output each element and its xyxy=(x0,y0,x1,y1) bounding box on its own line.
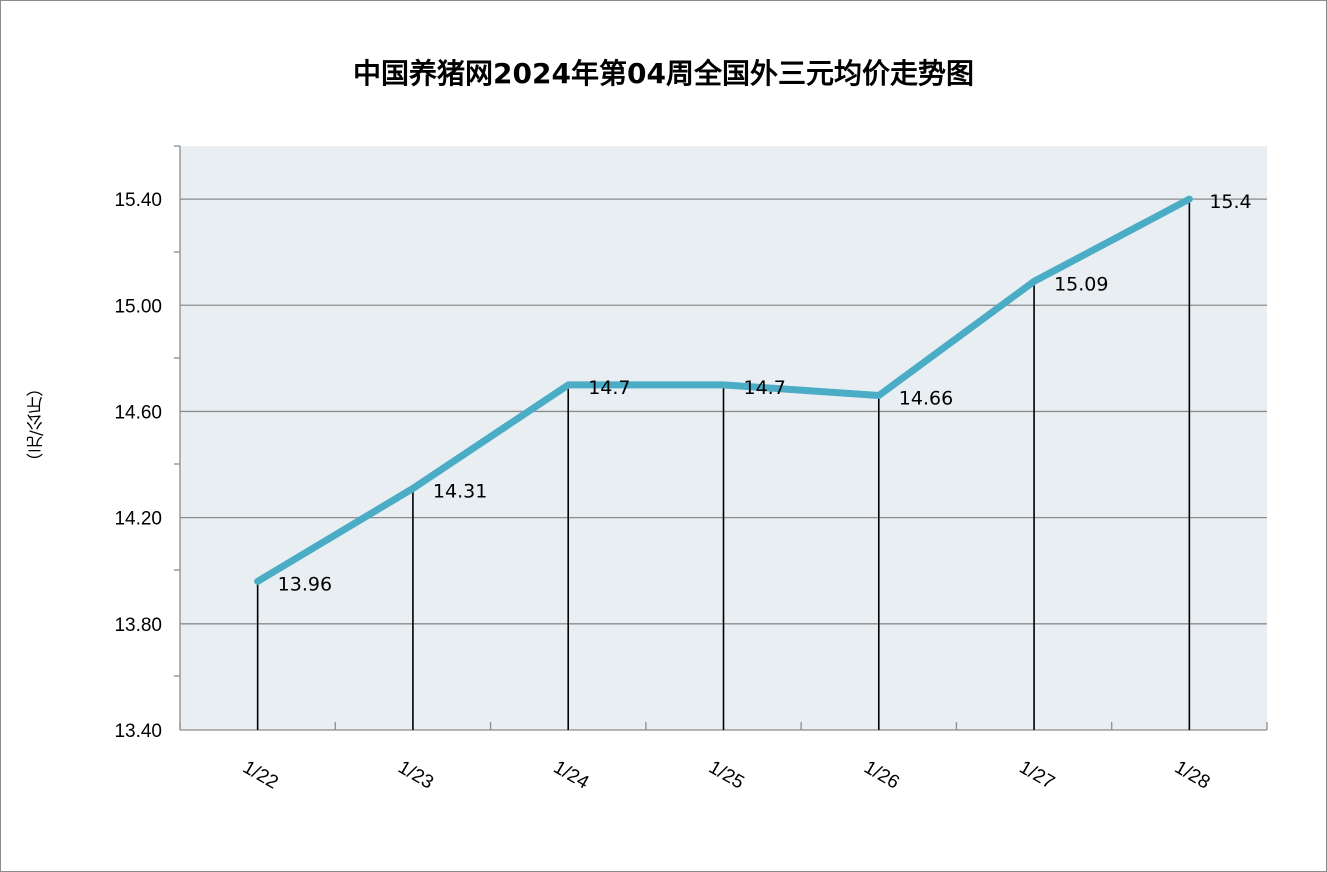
y-tick-label: 14.20 xyxy=(114,509,162,530)
data-label: 14.66 xyxy=(899,388,953,410)
chart-title: 中国养猪网2024年第04周全国外三元均价走势图 xyxy=(353,57,974,90)
x-tick-label: 1/28 xyxy=(1171,757,1214,794)
series-line xyxy=(254,195,1193,585)
x-tick-label: 1/25 xyxy=(705,757,748,794)
y-tick-label: 13.40 xyxy=(114,721,162,742)
x-tick-label: 1/24 xyxy=(550,757,593,794)
x-tick-labels: 1/22 1/23 1/24 1/25 1/26 1/27 1/28 xyxy=(239,757,1213,794)
drop-lines xyxy=(256,199,1191,730)
data-label: 14.7 xyxy=(588,377,630,399)
data-label: 13.96 xyxy=(278,573,332,595)
data-label: 14.7 xyxy=(744,377,786,399)
y-tick-label: 13.80 xyxy=(114,615,162,636)
x-tick-label: 1/22 xyxy=(239,757,282,794)
x-tick-label: 1/26 xyxy=(860,757,903,794)
y-tick-label: 15.40 xyxy=(114,190,162,211)
data-labels: 13.96 14.31 14.7 14.7 14.66 15.09 15.4 xyxy=(278,191,1252,595)
y-tick-labels: 13.40 13.80 14.20 14.60 15.00 15.40 xyxy=(114,190,162,742)
data-label: 15.09 xyxy=(1054,273,1108,295)
y-tick-label: 15.00 xyxy=(114,296,162,317)
x-tick-label: 1/27 xyxy=(1016,757,1059,794)
series-group xyxy=(254,195,1193,585)
x-tick-label: 1/23 xyxy=(394,757,437,794)
y-tick-label: 14.60 xyxy=(114,402,162,423)
data-label: 14.31 xyxy=(433,480,487,502)
data-label: 15.4 xyxy=(1209,191,1251,213)
